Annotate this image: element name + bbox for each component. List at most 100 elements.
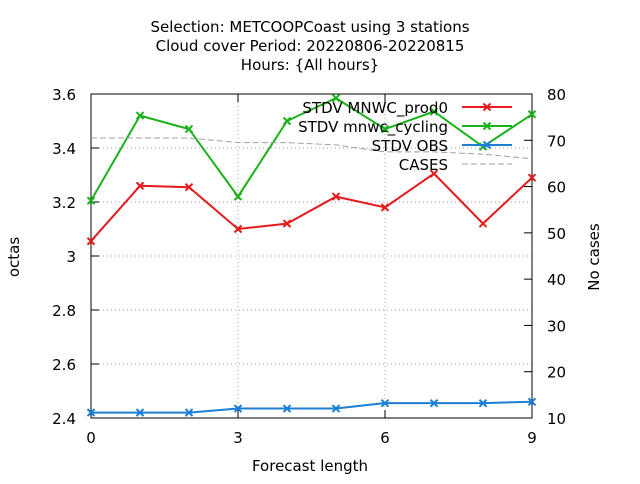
- marker-stroke: [331, 93, 341, 103]
- y-tick-label: 3.6: [52, 86, 76, 104]
- data-point: [233, 404, 243, 413]
- marker-stroke: [482, 140, 492, 150]
- y2-tick-label: 60: [547, 179, 566, 197]
- series-line-1: [90, 96, 533, 202]
- legend-label: CASES: [399, 156, 448, 174]
- series-line-3: [91, 137, 533, 160]
- marker-stroke: [380, 203, 390, 212]
- title-line-1: Selection: METCOOPCoast using 3 stations: [150, 18, 469, 36]
- chart-title: Selection: METCOOPCoast using 3 stations…: [150, 18, 469, 74]
- data-point: [527, 173, 537, 182]
- legend-marker: [482, 140, 492, 150]
- data-point: [429, 169, 439, 178]
- marker-stroke: [482, 102, 492, 112]
- marker-stroke: [86, 236, 96, 246]
- data-point: [135, 408, 145, 417]
- marker-stroke: [429, 398, 439, 408]
- y-axis-title: octas: [5, 237, 23, 277]
- data-point: [331, 93, 341, 103]
- legend-label: STDV OBS: [372, 137, 448, 155]
- y2-axis-title: No cases: [585, 223, 603, 291]
- y2-tick-label: 80: [547, 86, 566, 104]
- y-tick-label: 3.2: [52, 194, 76, 212]
- data-point: [478, 398, 488, 408]
- data-point: [282, 404, 292, 413]
- marker-stroke: [184, 182, 194, 192]
- x-axis-title: Forecast length: [252, 457, 368, 475]
- data-point: [282, 219, 292, 228]
- legend-marker: [482, 102, 492, 112]
- data-point: [282, 116, 292, 126]
- data-point: [331, 404, 341, 413]
- data-point: [86, 236, 96, 246]
- plot-border: [90, 93, 533, 419]
- marker-stroke: [331, 192, 341, 201]
- grid: [91, 94, 532, 418]
- data-point: [135, 181, 145, 191]
- y2-tick-label: 40: [547, 271, 566, 289]
- marker-stroke: [282, 219, 292, 228]
- data-point: [184, 408, 194, 417]
- y2-tick-label: 20: [547, 364, 566, 382]
- x-tick-label: 9: [527, 429, 537, 447]
- marker-stroke: [184, 124, 194, 134]
- data-point: [184, 182, 194, 192]
- series-layer: [86, 93, 537, 417]
- data-point: [429, 107, 439, 116]
- data-point: [233, 192, 243, 201]
- marker-stroke: [482, 121, 492, 131]
- marker-stroke: [527, 397, 537, 407]
- y-tick-label: 2.6: [52, 356, 76, 374]
- x-tick-label: 6: [380, 429, 390, 447]
- data-point: [331, 192, 341, 201]
- y-tick-label: 2.4: [52, 410, 76, 428]
- marker-stroke: [429, 107, 439, 116]
- marker-stroke: [380, 398, 390, 408]
- marker-stroke: [233, 224, 243, 234]
- data-point: [380, 124, 390, 134]
- data-point: [527, 110, 537, 119]
- data-point: [86, 196, 96, 205]
- marker-stroke: [135, 181, 145, 191]
- y-tick-label: 3: [66, 248, 76, 266]
- data-point: [478, 219, 488, 228]
- y2-tick-label: 30: [547, 317, 566, 335]
- y2-tick-label: 70: [547, 132, 566, 150]
- marker-stroke: [184, 408, 194, 417]
- y-tick-label: 2.8: [52, 302, 76, 320]
- legend-label: STDV mnwc_cycling: [298, 118, 448, 137]
- legend-label: STDV MNWC_prod0: [302, 99, 448, 118]
- data-point: [184, 124, 194, 134]
- y2-tick-label: 50: [547, 225, 566, 243]
- data-point: [380, 398, 390, 408]
- marker-stroke: [282, 116, 292, 126]
- data-point: [86, 408, 96, 417]
- marker-stroke: [331, 404, 341, 413]
- y-tick-label: 3.4: [52, 140, 76, 158]
- data-point: [380, 203, 390, 212]
- legend-marker: [482, 121, 492, 131]
- marker-stroke: [527, 110, 537, 119]
- marker-stroke: [233, 192, 243, 201]
- marker-stroke: [86, 408, 96, 417]
- marker-stroke: [135, 408, 145, 417]
- y2-tick-label: 10: [547, 410, 566, 428]
- marker-stroke: [380, 124, 390, 134]
- series-line-0: [90, 172, 533, 242]
- marker-stroke: [86, 196, 96, 205]
- axes: 2.4 2.6 2.8 3 3.2 3.4 3.6 10 20 30 40 50 60 70 80 0 3 6 9: [52, 86, 566, 447]
- title-line-3: Hours: {All hours}: [241, 56, 379, 74]
- marker-stroke: [135, 111, 145, 120]
- data-point: [429, 398, 439, 408]
- marker-stroke: [429, 169, 439, 178]
- marker-stroke: [233, 404, 243, 413]
- x-tick-label: 3: [233, 429, 243, 447]
- marker-stroke: [478, 219, 488, 228]
- marker-stroke: [527, 173, 537, 182]
- x-tick-label: 0: [86, 429, 96, 447]
- data-point: [527, 397, 537, 407]
- title-line-2: Cloud cover Period: 20220806-20220815: [156, 37, 465, 55]
